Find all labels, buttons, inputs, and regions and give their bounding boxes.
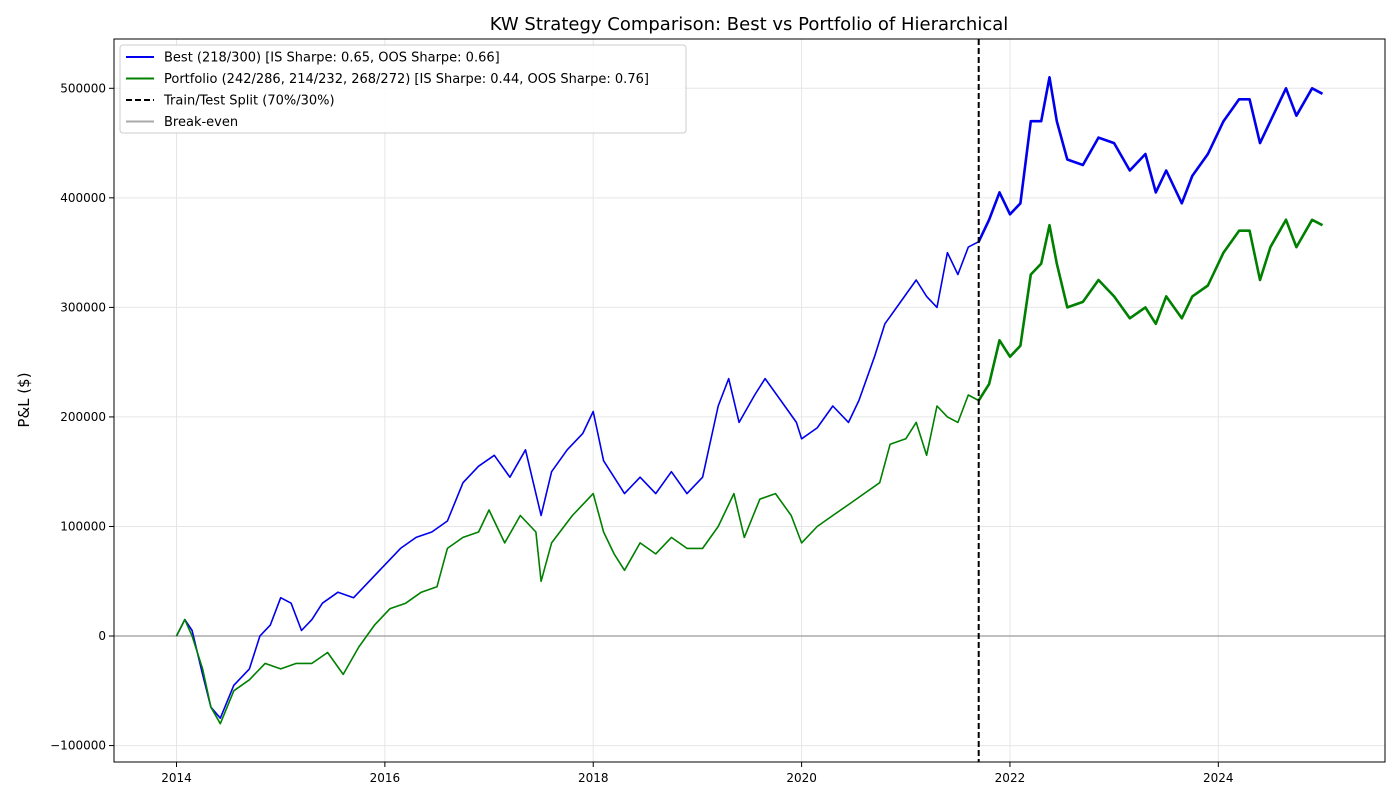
legend-entry-label: Portfolio (242/286, 214/232, 268/272) [I…	[164, 72, 649, 87]
legend-entry-label: Best (218/300) [IS Sharpe: 0.65, OOS Sha…	[164, 51, 500, 66]
y-tick-label: 500000	[60, 81, 106, 95]
y-tick-label: 400000	[60, 191, 106, 205]
series-line-portfolio-train	[175, 394, 980, 725]
y-tick-label: 0	[98, 629, 106, 643]
x-tick-label: 2024	[1203, 771, 1234, 785]
y-axis-ticks: −100000 0 100000 200000 300000 400000 500000	[50, 81, 114, 753]
legend-box	[119, 44, 687, 134]
legend: Best (218/300) [IS Sharpe: 0.65, OOS Sha…	[119, 44, 687, 134]
plot-frame	[113, 38, 1386, 763]
x-tick-label: 2016	[370, 771, 401, 785]
x-tick-label: 2014	[161, 771, 192, 785]
series-line-best-train	[175, 240, 980, 720]
y-tick-label: 100000	[60, 519, 106, 533]
series-group	[175, 76, 1324, 725]
y-axis-label: P&L ($)	[15, 372, 33, 427]
x-axis-ticks: 2014 2016 2018 2020 2022 2024	[161, 762, 1234, 785]
legend-entry-label: Break-even	[164, 115, 238, 130]
x-tick-label: 2022	[995, 771, 1026, 785]
chart-title: KW Strategy Comparison: Best vs Portfoli…	[490, 14, 1009, 35]
series-line-best-test	[977, 76, 1324, 243]
x-tick-label: 2020	[786, 771, 817, 785]
y-tick-label: −100000	[50, 739, 106, 753]
legend-entry-label: Train/Test Split (70%/30%)	[163, 94, 335, 109]
x-tick-label: 2018	[578, 771, 609, 785]
series-line-portfolio-test	[977, 218, 1324, 402]
y-tick-label: 200000	[60, 410, 106, 424]
y-tick-label: 300000	[60, 300, 106, 314]
